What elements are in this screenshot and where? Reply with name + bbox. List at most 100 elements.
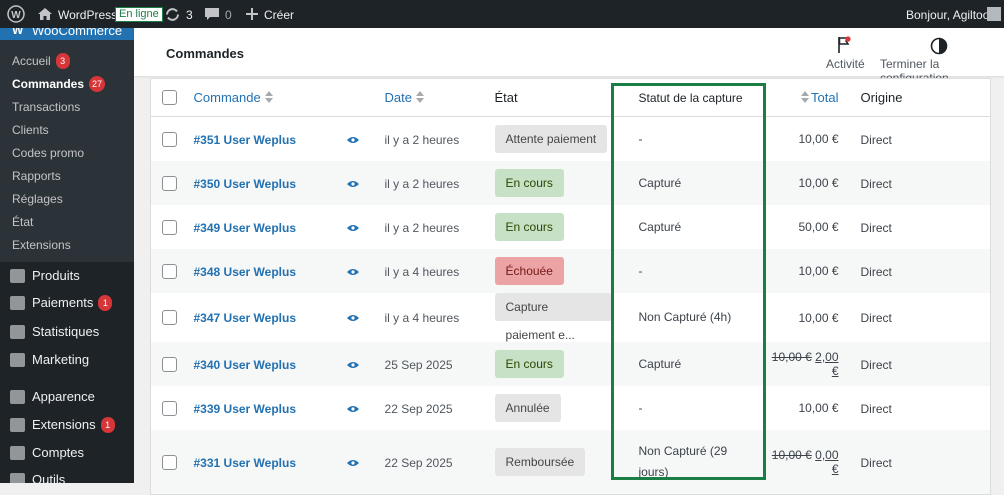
cell: En cours [486,161,612,205]
checkbox[interactable] [162,175,177,191]
woo-icon: W [12,28,24,37]
cell: 10,00 € 2,00 € [767,342,849,386]
status-badge: En ligne [115,7,163,22]
order-date: il y a 4 heures [384,264,460,279]
comments-count[interactable]: 0 [225,8,232,22]
menu-icon [10,418,25,432]
menu-item[interactable]: Marketing [32,352,89,368]
cell: 10,00 € [767,293,849,342]
order-link[interactable]: #331 User Weplus [193,455,297,470]
submenu-item[interactable]: Réglages [12,191,63,207]
checkbox[interactable] [162,310,177,325]
cell: il y a 2 heures [376,117,486,162]
menu-icon [10,269,25,283]
checkbox[interactable] [162,219,177,235]
count-badge: 3 [55,53,70,69]
header-action[interactable]: Activité [826,57,865,71]
sort-link[interactable]: Total [811,90,839,105]
menu-label: Outils [32,472,66,483]
order-link[interactable]: #340 User Weplus [193,357,297,372]
submenu-item[interactable]: Extensions [12,237,71,253]
updates-icon [166,8,179,21]
order-link[interactable]: #350 User Weplus [193,176,297,191]
updates-count[interactable]: 3 [186,8,193,22]
table-body: #351 User Weplus il y a 2 heures Attente p… [150,117,991,495]
order-row: #351 User Weplus il y a 2 heures Attente p… [151,117,991,162]
menu-label: Clients [12,123,49,137]
order-origin: Direct [860,220,892,235]
sort-link[interactable]: Commande [193,90,261,105]
select-all [150,78,186,117]
status-pill: En cours [494,169,564,197]
cell: Direct [849,117,991,162]
cell [151,293,186,342]
preview-icon[interactable] [346,459,359,467]
order-link[interactable]: #339 User Weplus [193,401,297,416]
status-pill: Échouée [494,257,564,285]
preview-icon[interactable] [346,314,359,322]
site-name[interactable]: WordPress [58,8,118,22]
woocommerce-menu[interactable]: WooCommerce W [0,28,134,40]
capture-status: Capturé [638,356,682,371]
avatar[interactable] [987,7,1001,21]
submenu-item[interactable]: Transactions [12,99,80,115]
checkbox[interactable] [162,263,177,279]
cell: #331 User Weplus [186,430,341,495]
greeting[interactable]: Bonjour, Agiltoo [906,8,990,22]
order-date: 22 Sep 2025 [384,401,453,416]
status-pill: Annulée [494,394,561,422]
order-link[interactable]: #351 User Weplus [193,132,297,147]
cell: Direct [849,249,991,293]
preview-icon[interactable] [346,180,359,188]
activity-icon [838,36,851,53]
submenu-item[interactable]: Rapports [12,168,61,184]
cell: 50,00 € [767,205,849,249]
menu-item[interactable]: Apparence [32,389,95,405]
submenu-item[interactable]: Codes promo [12,145,84,161]
menu-icon [10,446,25,460]
menu-item[interactable]: Produits [32,268,80,284]
checkbox[interactable] [162,454,177,470]
submenu-item[interactable]: État [12,214,33,230]
checkbox[interactable] [162,356,177,372]
preview-icon[interactable] [346,361,359,369]
wp-logo[interactable]: W [7,5,25,23]
order-link[interactable]: #348 User Weplus [193,264,297,279]
checkbox[interactable] [162,90,177,105]
sort-icon [801,91,810,103]
page-title: Commandes [166,46,245,61]
checkbox[interactable] [162,131,177,147]
menu-label: Comptes [32,445,85,460]
preview-icon[interactable] [346,136,359,144]
preview-icon[interactable] [346,224,359,232]
cell: Capture paiement e... [486,293,612,342]
menu-item[interactable]: Outils [32,472,65,483]
order-link[interactable]: #349 User Weplus [193,220,297,235]
menu-item[interactable]: Paiements 1 [32,295,113,311]
cell: 22 Sep 2025 [376,386,486,430]
submenu-item[interactable]: Clients [12,122,49,138]
order-row: #331 User Weplus 22 Sep 2025 Remboursée Non… [150,430,991,495]
menu-item[interactable]: Statistiques [32,324,99,340]
admin-menu: WooCommerce W Accueil 3 Commandes 27 Transac… [0,28,134,483]
order-origin: Direct [860,401,892,416]
menu-item[interactable]: Extensions 1 [32,417,115,433]
cell: #350 User Weplus [186,161,341,205]
submenu-item[interactable]: Accueil 3 [12,53,70,69]
preview-icon[interactable] [346,268,359,276]
checkbox[interactable] [162,400,177,416]
sort-link[interactable]: Date [384,90,412,105]
sort-icon [415,91,424,103]
order-link[interactable]: #347 User Weplus [193,311,297,325]
preview-icon[interactable] [346,405,359,413]
menu-label: Marketing [32,352,90,367]
column-label: Statut de la capture [638,91,743,105]
capture-status: Non Capturé (29 jours) [638,444,728,479]
order-date: il y a 2 heures [384,220,460,235]
new-link[interactable]: Créer [264,8,295,22]
submenu-item[interactable]: Commandes 27 [12,76,106,92]
menu-item[interactable]: Comptes [32,445,84,461]
order-origin: Direct [860,311,892,325]
order-date: il y a 2 heures [384,132,460,147]
cell: 22 Sep 2025 [376,430,486,495]
